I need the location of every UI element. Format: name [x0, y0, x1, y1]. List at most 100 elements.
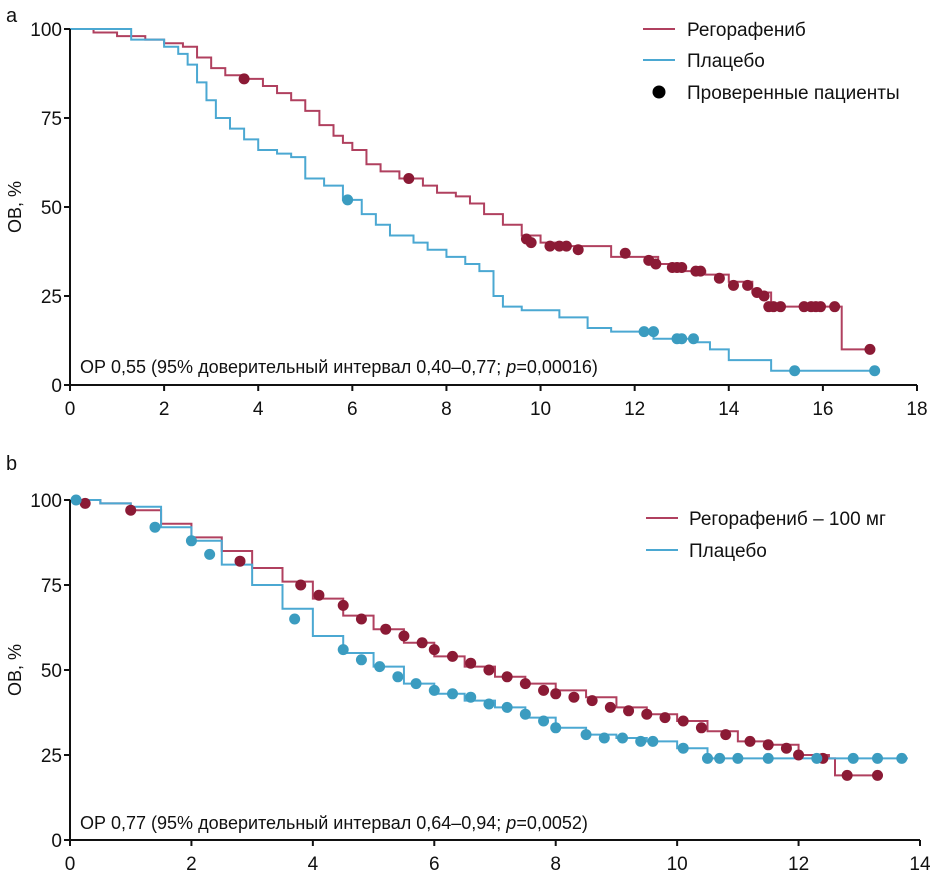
panel-a-axes: 0 25 50 75 100 0 2 4 6 8 10 12 14 16 18	[30, 20, 927, 420]
panel-a-censored-marker-0	[650, 258, 662, 270]
panel-b-legend: Регорафениб – 100 мг Плацебо	[646, 509, 886, 562]
panel-a-censored-marker-0	[758, 290, 770, 302]
panel-b-y-tick-label: 75	[41, 576, 62, 597]
panel-b-y-tick-label: 100	[30, 491, 62, 512]
panel-b-censored-marker-1	[501, 701, 513, 713]
panel-b-censored-marker-1	[580, 729, 592, 741]
panel-a-censored-marker-0	[676, 262, 688, 274]
panel-b-censored-marker-0	[519, 678, 531, 690]
panel-b-censored-marker-0	[380, 623, 392, 635]
panel-b-censored-marker-1	[428, 684, 440, 696]
panel-b-censored-marker-1	[635, 735, 647, 747]
panel-b-censored-marker-1	[617, 732, 628, 744]
panel-b-censored-marker-1	[762, 752, 774, 764]
panel-a-censored-marker-1	[789, 365, 801, 377]
panel-b-censored-marker-0	[641, 708, 653, 720]
panel-b-y-tick-label: 0	[51, 831, 62, 852]
panel-a-annotation-p: p	[505, 357, 516, 377]
panel-a-y-axis-title: ОВ, %	[5, 181, 25, 233]
panel-b-censored-marker-0	[428, 644, 440, 656]
panel-b-x-tick-label: 6	[429, 854, 440, 875]
panel-a-legend: Регорафениб Плацебо Проверенные пациенты	[643, 20, 900, 104]
panel-a-hazard-ratio-annotation: ОР 0,55 (95% доверительный интервал 0,40…	[80, 357, 598, 377]
panel-b-censored-marker-0	[623, 705, 635, 717]
panel-b-censored-marker-1	[483, 698, 495, 710]
panel-b-censored-marker-0	[234, 555, 246, 567]
panel-a-censored-marker-0	[815, 301, 827, 313]
panel-a-censored-marker-0	[742, 279, 754, 291]
panel-a-censored-marker-0	[727, 279, 739, 291]
legend-label-placebo: Плацебо	[689, 541, 767, 562]
panel-b-censored-marker-0	[447, 650, 458, 662]
panel-b-censored-marker-1	[847, 752, 859, 764]
panel-a-annotation-prefix: ОР 0,55 (95% доверительный интервал 0,40…	[80, 357, 506, 377]
panel-a-censored-marker-1	[869, 365, 881, 377]
panel-b-y-axis-title: ОВ, %	[5, 644, 25, 696]
panel-b-censored-marker-1	[355, 654, 367, 666]
panel-b-censored-marker-1	[896, 752, 908, 764]
panel-b-x-tick-label: 4	[308, 854, 319, 875]
panel-a-censored-marker-0	[238, 73, 250, 85]
panel-b-x-tick-label: 10	[667, 854, 688, 875]
panel-a-x-tick-label: 6	[347, 399, 358, 420]
panel-a-censored-marker-0	[864, 343, 876, 355]
panel-a-censored-marker-1	[638, 326, 650, 338]
panel-b-censored-marker-0	[841, 769, 853, 781]
panel-b-axes: 0 25 50 75 100 0 2 4 6 8 10 12 14	[30, 491, 930, 875]
panel-b-censored-marker-1	[337, 644, 349, 656]
panel-b-x-tick-label: 8	[550, 854, 561, 875]
panel-a-series-line-0	[70, 28, 870, 351]
panel-b-censored-marker-1	[392, 671, 404, 683]
panel-b-censored-marker-1	[550, 722, 562, 734]
panel-b-annotation-prefix: ОР 0,77 (95% доверительный интервал 0,64…	[80, 813, 506, 833]
panel-b-censored-marker-1	[538, 715, 550, 727]
panel-a-x-tick-label: 2	[159, 399, 170, 420]
panel-b-censored-marker-0	[550, 688, 562, 700]
panel-a-annotation-suffix: =0,00016)	[516, 357, 598, 377]
panel-b-censored-marker-0	[538, 684, 550, 696]
panel-b-annotation-p: p	[505, 813, 516, 833]
panel-a-censored-marker-0	[619, 247, 631, 259]
panel-a-censored-marker-0	[525, 237, 537, 249]
panel-b-censored-marker-0	[337, 599, 349, 611]
panel-b-censored-marker-0	[295, 579, 307, 591]
legend-label-regorafenib: Регорафениб	[687, 20, 806, 41]
panel-b-censored-marker-0	[872, 769, 883, 781]
panel-b-censored-marker-0	[720, 729, 732, 741]
panel-b-y-tick-label: 50	[41, 661, 62, 682]
panel-b-censored-marker-0	[677, 715, 689, 727]
panel-b-censored-marker-1	[447, 688, 458, 700]
panel-b-censored-marker-1	[289, 613, 301, 625]
legend-label-placebo: Плацебо	[687, 51, 765, 72]
panel-b-censored-marker-0	[586, 695, 598, 707]
panel-a-censored-marker-1	[676, 333, 688, 345]
panel-b-censored-marker-1	[465, 691, 477, 703]
panel-b-censored-marker-1	[149, 521, 161, 533]
panel-b-censored-marker-0	[659, 712, 671, 724]
panel-b-censored-marker-1	[185, 535, 197, 547]
panel-a-y-tick-label: 50	[41, 198, 62, 219]
panel-b-censored-marker-1	[70, 494, 82, 506]
panel-a-y-tick-label: 0	[51, 376, 62, 397]
panel-a-series-line-1	[70, 28, 875, 372]
panel-b-annotation-suffix: =0,0052)	[516, 813, 588, 833]
panel-b-censored-marker-0	[501, 671, 513, 683]
panel-a-y-tick-label: 75	[41, 109, 62, 130]
panel-b-censored-marker-0	[79, 497, 91, 509]
panel-b-x-tick-label: 12	[788, 854, 809, 875]
panel-a-y-tick-label: 25	[41, 287, 62, 308]
panel-b-censored-marker-1	[714, 752, 726, 764]
panel-a-censored-marker-0	[403, 173, 415, 185]
panel-b: b ОВ, % 0 25 50 75 100 0 2 4 6 8 10 12 14 ОР 0,77 (9…	[5, 453, 930, 875]
panel-a-censored-marker-0	[713, 272, 725, 284]
panel-a-curves	[70, 28, 881, 377]
panel-b-censored-marker-1	[677, 742, 689, 754]
panel-b-label: b	[6, 453, 17, 475]
panel-b-censored-marker-1	[647, 735, 659, 747]
panel-b-censored-marker-0	[355, 613, 367, 625]
panel-a-x-tick-label: 0	[65, 399, 76, 420]
panel-b-censored-marker-0	[483, 664, 495, 676]
legend-label-regorafenib-100mg: Регорафениб – 100 мг	[689, 509, 886, 530]
panel-a-x-tick-label: 4	[253, 399, 264, 420]
